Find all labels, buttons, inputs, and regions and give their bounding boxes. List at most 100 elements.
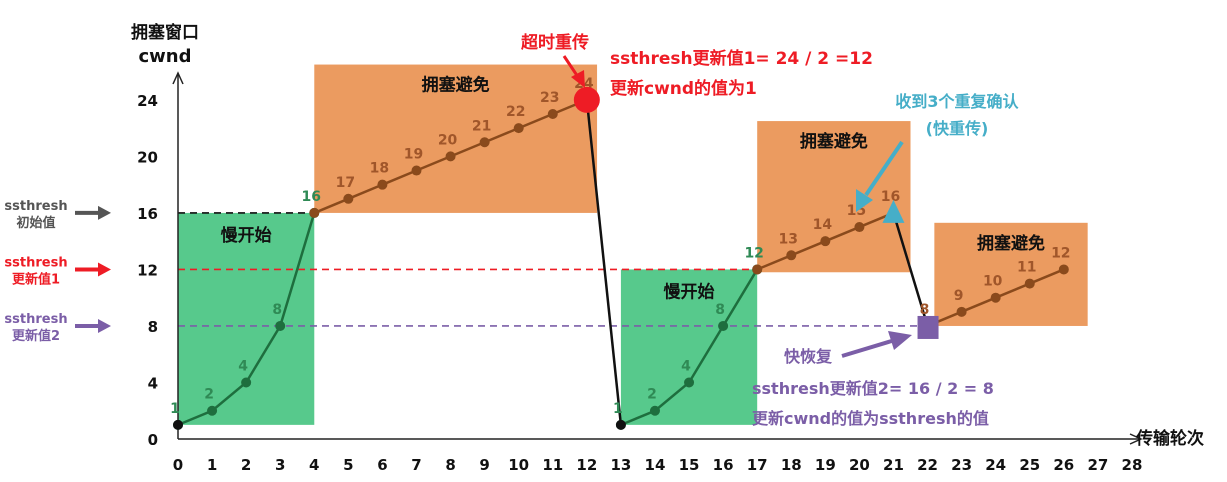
x-tick-label: 15 xyxy=(679,456,700,474)
start-point xyxy=(173,419,183,430)
ssthresh-label: 更新值1 xyxy=(12,271,60,287)
fast-recovery-label: 快恢复 xyxy=(784,347,833,366)
x-tick-label: 10 xyxy=(508,456,529,474)
x-axis-title: 传输轮次 xyxy=(1135,428,1204,449)
data-point xyxy=(547,109,558,120)
data-point xyxy=(1058,264,1069,275)
x-tick-label: 20 xyxy=(849,456,870,474)
x-tick-label: 9 xyxy=(479,456,489,474)
series-line xyxy=(892,212,929,327)
x-tick-label: 25 xyxy=(1019,456,1040,474)
triple-ack-note: 收到3个重复确认 xyxy=(895,92,1019,111)
data-point-label: 4 xyxy=(238,358,248,374)
data-point xyxy=(718,320,729,331)
arrow-icon xyxy=(841,338,896,358)
data-point xyxy=(649,405,660,416)
x-tick-label: 23 xyxy=(951,456,972,474)
series-layer xyxy=(173,94,1069,430)
data-point-label: 1 xyxy=(613,401,623,417)
phase-region xyxy=(757,121,911,273)
arrow-icon xyxy=(98,205,111,220)
ssthresh-label: ssthresh xyxy=(4,199,67,214)
data-point-label: 17 xyxy=(336,175,355,191)
data-point-label: 4 xyxy=(681,358,691,374)
arrow-icon xyxy=(888,331,912,350)
data-point-label: 11 xyxy=(1017,260,1036,276)
phase-label: 拥塞避免 xyxy=(977,233,1045,254)
x-tick-label: 2 xyxy=(241,456,251,474)
phase-label: 慢开始 xyxy=(221,225,272,246)
data-point-label: 12 xyxy=(1051,245,1070,261)
ssthresh-label: 更新值2 xyxy=(12,328,60,344)
x-axis-arrow-icon xyxy=(1129,433,1143,445)
data-point-label: 22 xyxy=(506,104,525,120)
x-tick-label: 13 xyxy=(610,456,631,474)
y-tick-label: 12 xyxy=(137,261,158,279)
x-tick-label: 21 xyxy=(883,456,904,474)
x-tick-label: 16 xyxy=(713,456,734,474)
data-point xyxy=(956,306,967,317)
x-tick-label: 3 xyxy=(275,456,285,474)
data-point-label: 12 xyxy=(744,245,763,261)
data-point-label: 2 xyxy=(647,387,657,403)
data-point-label: 16 xyxy=(881,189,900,205)
data-point xyxy=(1024,278,1035,289)
data-point xyxy=(411,165,422,176)
ssthresh-label: ssthresh xyxy=(4,255,67,270)
data-point xyxy=(241,377,252,388)
arrow-icon xyxy=(864,140,904,197)
data-point-label: 20 xyxy=(438,132,458,148)
x-tick-label: 11 xyxy=(542,456,563,474)
data-point-label: 1 xyxy=(170,401,180,417)
x-tick-label: 19 xyxy=(815,456,836,474)
x-tick-label: 17 xyxy=(747,456,768,474)
data-point-label: 8 xyxy=(920,302,930,318)
data-point-label: 8 xyxy=(272,302,282,318)
x-tick-label: 18 xyxy=(781,456,802,474)
data-point xyxy=(377,179,388,190)
y-tick-label: 16 xyxy=(137,205,158,223)
data-point xyxy=(684,377,695,388)
x-tick-label: 8 xyxy=(445,456,455,474)
phase-region xyxy=(620,269,758,425)
x-tick-label: 12 xyxy=(576,456,597,474)
y-tick-label: 8 xyxy=(148,318,158,336)
triple-ack-marker xyxy=(882,199,905,223)
ssthresh-label: 初始值 xyxy=(16,215,55,231)
timeout-note: ssthresh更新值1= 24 / 2 =12 xyxy=(610,48,873,69)
x-tick-label: 22 xyxy=(917,456,938,474)
axes-layer: 0 1 2 3 4 5 6 7 8 9 10 11 12 13 14 15 16 17 18 19 20 21 22 23 24… xyxy=(131,22,1204,474)
x-tick-label: 5 xyxy=(343,456,353,474)
data-point-label: 10 xyxy=(983,274,1003,290)
data-point xyxy=(479,137,490,148)
data-point xyxy=(207,405,218,416)
x-tick-label: 24 xyxy=(985,456,1006,474)
arrow-icon xyxy=(856,189,873,212)
arrow-icon xyxy=(98,318,111,333)
y-tick-label: 4 xyxy=(148,374,158,392)
data-point xyxy=(752,264,763,275)
x-tick-label: 28 xyxy=(1122,456,1143,474)
timeout-note: 更新cwnd的值为1 xyxy=(610,78,757,99)
phase-label: 拥塞避免 xyxy=(422,75,490,96)
data-point-label: 8 xyxy=(715,302,725,318)
data-point-label: 2 xyxy=(204,387,214,403)
y-axis-arrow-icon xyxy=(172,71,184,85)
data-point xyxy=(309,207,320,218)
labels-layer: 慢开始拥塞避免慢开始拥塞避免拥塞避免ssthresh初始值ssthresh更新值… xyxy=(4,75,1070,417)
phase-label: 拥塞避免 xyxy=(800,131,868,152)
thresholds-layer xyxy=(178,212,920,327)
data-point-label: 13 xyxy=(779,231,798,247)
data-point xyxy=(343,193,354,204)
x-tick-label: 26 xyxy=(1053,456,1074,474)
data-point-label: 9 xyxy=(954,288,964,304)
y-axis-title: cwnd xyxy=(139,46,192,67)
data-point xyxy=(786,250,797,261)
restart-point xyxy=(615,419,626,430)
data-point-label: 14 xyxy=(813,217,833,233)
series-line xyxy=(585,99,623,426)
data-point-label: 18 xyxy=(370,161,389,177)
timeout-marker xyxy=(573,86,600,113)
data-point xyxy=(990,292,1001,303)
